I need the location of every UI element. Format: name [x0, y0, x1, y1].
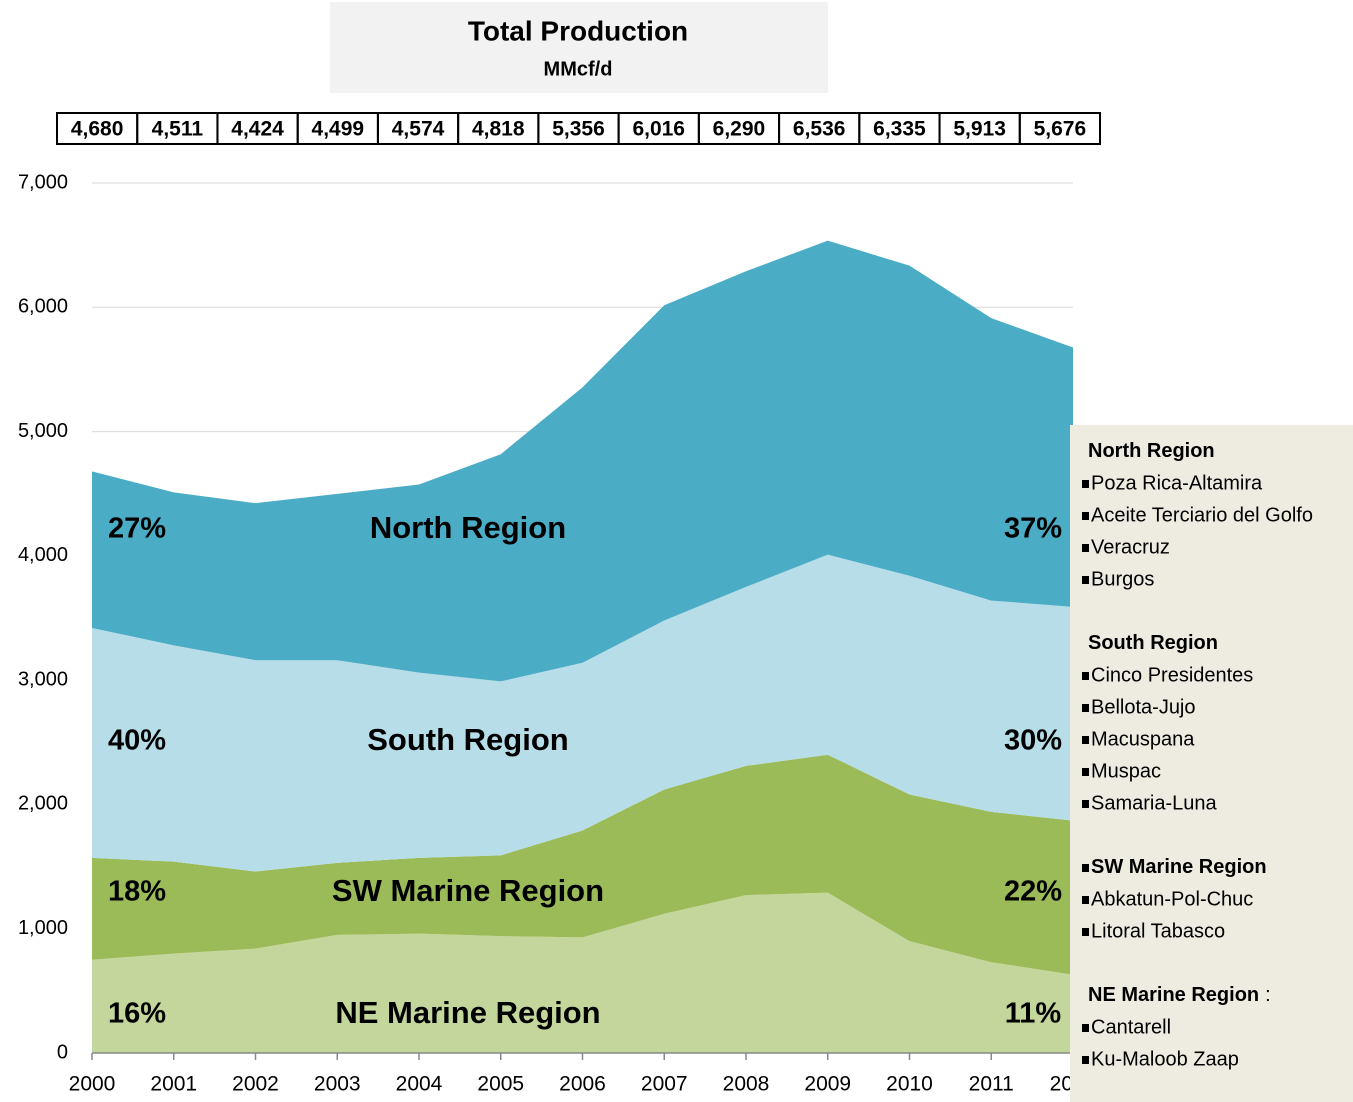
legend-item: Aceite Terciario del Golfo — [1091, 504, 1313, 526]
total-label: 5,913 — [953, 118, 1006, 141]
bullet — [1082, 864, 1089, 872]
total-label: 4,680 — [71, 118, 124, 141]
series-label: North Region — [370, 510, 566, 545]
share-label: 16% — [108, 998, 166, 1030]
total-label: 6,335 — [873, 118, 926, 141]
bullet — [1082, 928, 1089, 936]
series-label: SW Marine Region — [332, 873, 604, 908]
x-tick-label: 2002 — [232, 1073, 279, 1096]
total-label: 4,818 — [472, 118, 525, 141]
x-tick-label: 2003 — [314, 1073, 361, 1096]
series-label: South Region — [367, 722, 568, 757]
bullet — [1082, 1024, 1089, 1032]
share-label: 22% — [1004, 876, 1062, 908]
total-label: 6,290 — [713, 118, 766, 141]
heading-text: SW Marine Region — [1091, 856, 1267, 878]
legend-box: North Region Poza Rica-Altamira Aceite Ter… — [1070, 425, 1353, 1102]
bullet — [1082, 512, 1089, 520]
share-label: 30% — [1004, 725, 1062, 757]
heading-suffix: : — [1265, 984, 1271, 1006]
legend-heading: SW Marine Region — [1091, 856, 1267, 878]
legend-item: Bellota-Jujo — [1091, 696, 1196, 718]
legend-item: Litoral Tabasco — [1091, 920, 1225, 942]
total-label: 5,676 — [1034, 118, 1087, 141]
chart-title: Total Production — [468, 15, 688, 46]
x-tick-label: 2010 — [886, 1073, 933, 1096]
heading-text: NE Marine Region — [1088, 984, 1259, 1006]
legend: North Region Poza Rica-Altamira Aceite Ter… — [1082, 440, 1313, 1070]
legend-item: Burgos — [1091, 568, 1154, 590]
x-tick-label: 2000 — [69, 1073, 116, 1096]
bullet — [1082, 1056, 1089, 1064]
total-cell — [1018, 112, 1101, 145]
bullet — [1082, 768, 1089, 776]
legend-item: Macuspana — [1091, 728, 1195, 750]
x-tick-label: 2008 — [723, 1073, 770, 1096]
bullet — [1082, 736, 1089, 744]
bullet — [1082, 896, 1089, 904]
bullet — [1082, 544, 1089, 552]
total-label: 6,536 — [793, 118, 846, 141]
x-tick-label: 2009 — [804, 1073, 851, 1096]
legend-item: Abkatun-Pol-Chuc — [1091, 888, 1253, 910]
legend-item: Samaria-Luna — [1091, 792, 1218, 814]
total-label: 5,356 — [552, 118, 605, 141]
y-tick-label: 1,000 — [18, 917, 68, 939]
area — [92, 240, 1073, 682]
x-tick-label: 2005 — [477, 1073, 524, 1096]
share-label: 37% — [1004, 513, 1062, 545]
series-label: NE Marine Region — [335, 995, 600, 1030]
share-label: 40% — [108, 725, 166, 757]
x-tick-label: 2004 — [396, 1073, 443, 1096]
y-tick-label: 0 — [57, 1041, 68, 1063]
area — [92, 554, 1073, 872]
heading-text: North Region — [1088, 440, 1215, 462]
legend-item: Poza Rica-Altamira — [1091, 472, 1263, 494]
share-label: 27% — [108, 513, 166, 545]
area — [92, 892, 1073, 1053]
legend-item: Veracruz — [1091, 536, 1170, 558]
legend-item: Muspac — [1091, 760, 1161, 782]
x-tick-label: 2007 — [641, 1073, 688, 1096]
x-tick-label: 2006 — [559, 1073, 606, 1096]
bullet — [1082, 576, 1089, 584]
y-tick-label: 2,000 — [18, 793, 68, 815]
total-label: 4,574 — [392, 118, 445, 141]
share-label: 18% — [108, 876, 166, 908]
y-tick-label: 4,000 — [18, 544, 68, 566]
y-tick-label: 6,000 — [18, 296, 68, 318]
legend-item: Ku-Maloob Zaap — [1091, 1048, 1239, 1070]
legend-item: Cantarell — [1091, 1016, 1171, 1038]
heading-text: South Region — [1088, 632, 1218, 654]
legend-heading: North Region — [1088, 440, 1215, 462]
chart-subtitle: MMcf/d — [544, 58, 613, 80]
area — [92, 754, 1073, 975]
title-box — [330, 2, 828, 93]
y-tick-label: 3,000 — [18, 668, 68, 690]
x-tick-label: 2011 — [969, 1073, 1014, 1096]
x-tick-label: 2001 — [150, 1073, 197, 1096]
y-tick-label: 7,000 — [18, 171, 68, 193]
legend-heading: NE Marine Region: — [1088, 984, 1271, 1006]
total-label: 4,511 — [152, 118, 204, 141]
bullet — [1082, 672, 1089, 680]
bullet — [1082, 800, 1089, 808]
share-label: 11% — [1005, 998, 1062, 1030]
total-label: 4,499 — [312, 118, 365, 141]
legend-heading: South Region — [1088, 632, 1218, 654]
total-label: 4,424 — [231, 118, 284, 141]
total-label: 6,016 — [632, 118, 685, 141]
y-tick-label: 5,000 — [18, 420, 68, 442]
legend-item: Cinco Presidentes — [1091, 664, 1253, 686]
bullet — [1082, 704, 1089, 712]
bullet — [1082, 480, 1089, 488]
